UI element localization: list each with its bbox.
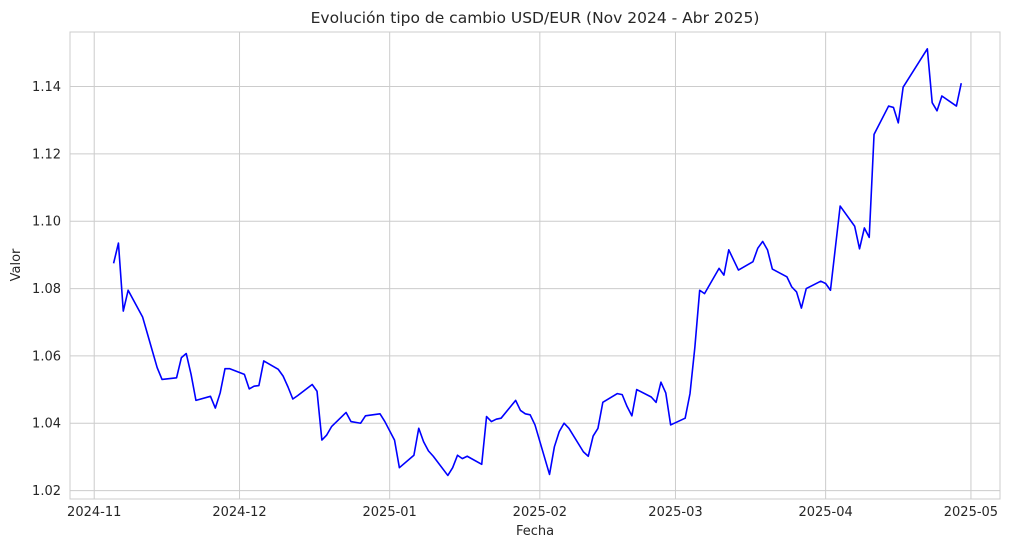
x-tick-labels: 2024-11 2024-12 2025-01 2025-02 2025-03 2025-… xyxy=(67,505,998,520)
x-axis-label: Fecha xyxy=(516,524,554,539)
y-tick-label: 1.04 xyxy=(32,417,61,432)
y-tick-labels: 1.02 1.04 1.06 1.08 1.10 1.12 1.14 xyxy=(32,80,61,499)
x-tick-label: 2024-11 xyxy=(67,505,121,520)
x-tick-label: 2025-03 xyxy=(648,505,702,520)
x-tick-label: 2025-04 xyxy=(798,505,852,520)
y-tick-label: 1.14 xyxy=(32,80,61,95)
plot-area xyxy=(69,31,1001,500)
x-tick-label: 2025-05 xyxy=(944,505,998,520)
x-tick-label: 2025-02 xyxy=(513,505,567,520)
y-tick-label: 1.12 xyxy=(32,147,61,162)
y-tick-label: 1.06 xyxy=(32,349,61,364)
series-line xyxy=(112,48,963,477)
chart-title: Evolución tipo de cambio USD/EUR (Nov 20… xyxy=(311,9,760,27)
y-tick-label: 1.08 xyxy=(32,282,61,297)
y-axis-label: Valor xyxy=(9,248,24,281)
x-gridlines xyxy=(93,32,972,499)
y-tick-label: 1.10 xyxy=(32,215,61,230)
series-group xyxy=(112,48,963,477)
y-tick-label: 1.02 xyxy=(32,484,61,499)
x-tick-label: 2025-01 xyxy=(363,505,417,520)
x-tick-label: 2024-12 xyxy=(212,505,266,520)
